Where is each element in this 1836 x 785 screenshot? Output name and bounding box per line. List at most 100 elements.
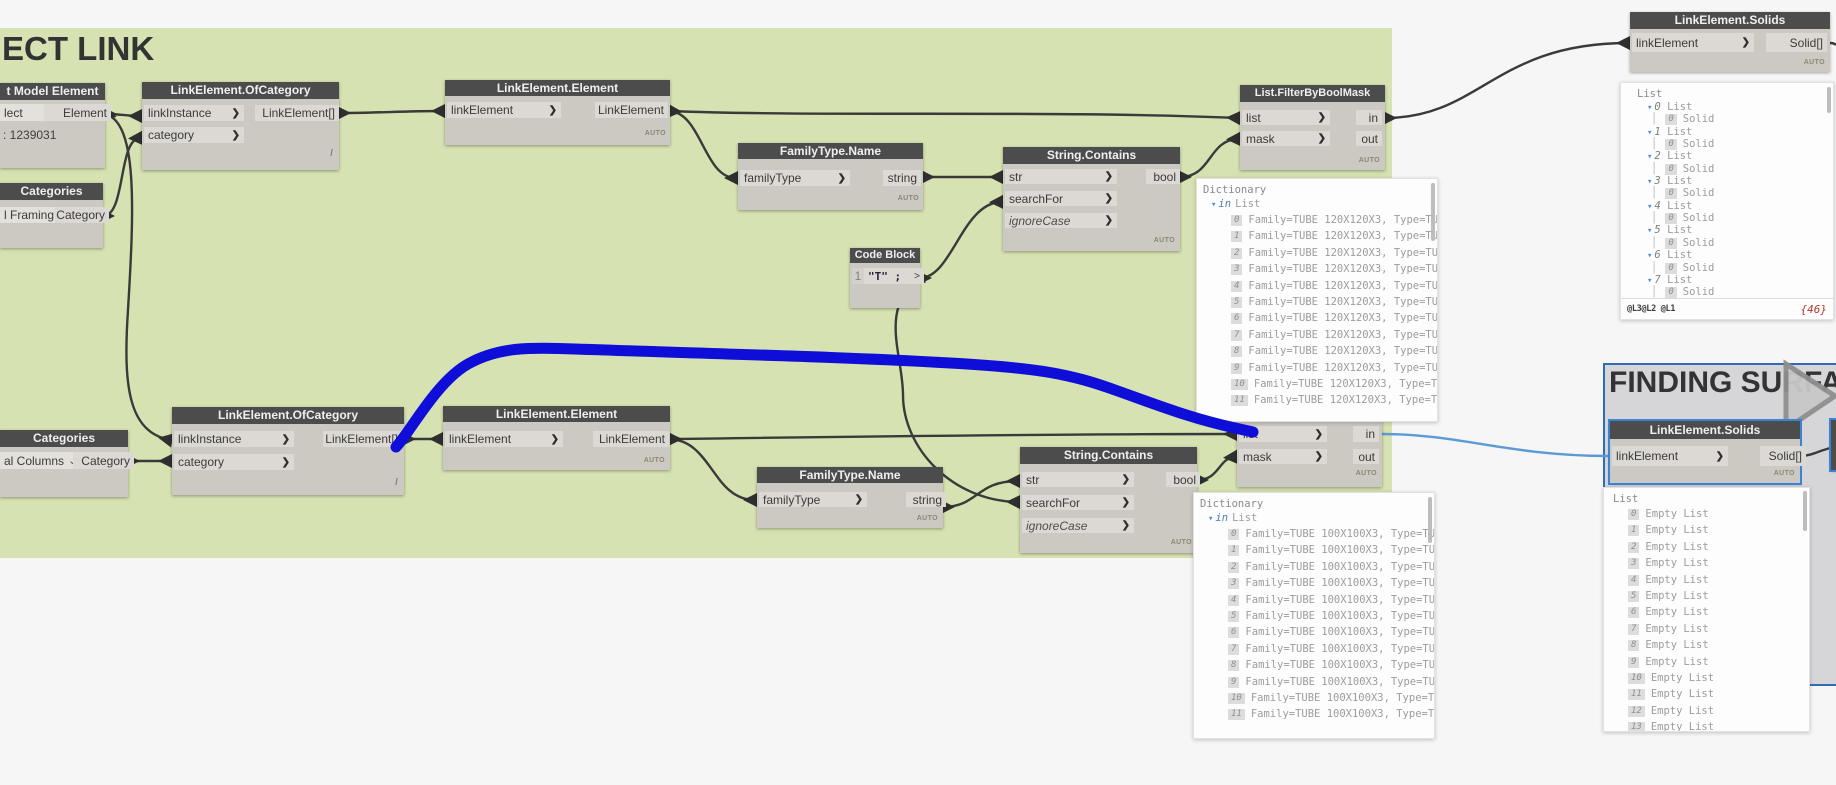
expander-icon[interactable] (1647, 126, 1654, 138)
port-output-in[interactable]: in (1356, 110, 1382, 125)
scrollbar-thumb[interactable] (1428, 497, 1432, 543)
port-output-bool[interactable]: bool (1166, 472, 1200, 487)
port-input-searchfor[interactable]: searchFor (1022, 495, 1134, 510)
node-linkelement-solids-top[interactable]: LinkElement.Solids linkElement Solid[] A… (1630, 12, 1830, 72)
node-title[interactable]: List.FilterByBoolMask (1240, 85, 1385, 102)
scrollbar-thumb[interactable] (1827, 87, 1831, 113)
expander-icon[interactable] (1208, 512, 1215, 524)
node-title[interactable]: String.Contains (1003, 147, 1180, 164)
port-input-mask[interactable]: mask (1239, 449, 1327, 464)
node-title[interactable]: LinkElement.OfCategory (172, 407, 404, 424)
port-output-out[interactable]: out (1356, 131, 1382, 146)
port-input-linkelement[interactable]: linkElement (447, 102, 561, 118)
port-output-string[interactable]: string (883, 170, 921, 186)
expander-icon[interactable] (1647, 200, 1654, 212)
expander-icon[interactable] (1647, 224, 1654, 236)
expander-icon[interactable] (1647, 101, 1654, 113)
node-familytype-name-top[interactable]: FamilyType.Name familyType string AUTO (738, 143, 923, 210)
port-input-list[interactable]: list (1239, 426, 1327, 442)
node-linkelement-solids-bottom[interactable]: LinkElement.Solids linkElement Solid[] A… (1608, 419, 1806, 485)
category-dropdown[interactable]: al Columns (0, 452, 76, 469)
expander-icon[interactable] (1647, 175, 1654, 187)
node-linkelement-ofcategory-bottom[interactable]: LinkElement.OfCategory linkInstance cate… (172, 407, 404, 495)
port-input-mask[interactable]: mask (1242, 131, 1330, 146)
index-badge: 0 (1665, 139, 1677, 151)
node-title[interactable]: LinkElement.Element (445, 80, 670, 96)
preview-empty-list[interactable]: List 0 Empty List 1 Empty List 2 Empty List… (1603, 487, 1810, 732)
code-editor[interactable]: "T" ; (864, 268, 906, 284)
node-select-model-element[interactable]: t Model Element lect Element : 1239031 (0, 83, 111, 168)
node-title[interactable]: LinkElement.OfCategory (142, 82, 339, 99)
port-input-str[interactable]: str (1005, 169, 1117, 184)
port-input-list[interactable]: list (1242, 110, 1330, 125)
node-title[interactable]: LinkElement.Solids (1610, 421, 1800, 439)
node-title[interactable]: FamilyType.Name (738, 143, 923, 159)
group-title-select-link[interactable]: ECT LINK (2, 30, 155, 67)
node-categories-bottom[interactable]: Categories al Columns Category (0, 430, 134, 497)
port-input-ignorecase[interactable]: ignoreCase (1005, 213, 1117, 228)
port-input-familytype[interactable]: familyType (759, 492, 867, 507)
port-input-category[interactable]: category (174, 454, 294, 470)
port-output-linkelement[interactable]: LinkElement (593, 431, 669, 447)
node-title[interactable]: t Model Element (0, 83, 105, 100)
port-input-linkinstance[interactable]: linkInstance (144, 105, 244, 121)
port-output-linkelement[interactable]: LinkElement (595, 102, 668, 118)
port-output-element[interactable]: Element (44, 104, 111, 121)
port-input-searchfor[interactable]: searchFor (1005, 191, 1117, 206)
node-title[interactable]: LinkElement.Solids (1630, 12, 1830, 29)
index-badge: 7 (1228, 643, 1240, 655)
expander-icon[interactable] (1647, 150, 1654, 162)
node-code-block[interactable]: Code Block 1 "T" ; > (850, 248, 924, 308)
scrollbar-thumb[interactable] (1803, 491, 1807, 531)
port-output-category[interactable]: Category (55, 207, 109, 223)
lacing-indicator[interactable]: I (330, 148, 333, 159)
port-output-bool[interactable]: bool (1146, 169, 1180, 184)
port-input-str[interactable]: str (1022, 472, 1134, 487)
node-categories-top[interactable]: Categories l Framing Category (0, 183, 109, 248)
expander-icon[interactable] (1647, 274, 1654, 286)
node-linkelement-element-bottom[interactable]: LinkElement.Element linkElement LinkElem… (443, 406, 670, 470)
node-cut-right-edge[interactable] (1829, 418, 1836, 472)
node-title[interactable]: FamilyType.Name (757, 467, 943, 483)
port-output-in[interactable]: in (1353, 426, 1379, 442)
port-output-linkelements[interactable]: LinkElement[] (255, 105, 339, 121)
port-output-category[interactable]: Category (73, 452, 134, 469)
port-output-linkelements[interactable]: LinkElement[] (323, 431, 402, 447)
port-input-linkelement[interactable]: linkElement (1632, 33, 1754, 52)
node-title[interactable]: Code Block (850, 248, 920, 263)
port-input-ignorecase[interactable]: ignoreCase (1022, 518, 1134, 533)
node-title[interactable]: Categories (0, 183, 103, 200)
port-output-solids[interactable]: Solid[] (1760, 446, 1806, 466)
node-string-contains-top[interactable]: String.Contains str searchFor ignoreCase… (1003, 147, 1180, 251)
group-title-finding-surfaces[interactable]: FINDING SURFAC (1609, 366, 1836, 399)
port-output-code[interactable]: > (902, 268, 924, 284)
select-button[interactable]: lect (0, 104, 46, 121)
node-title[interactable]: Categories (0, 430, 128, 447)
port-output-out[interactable]: out (1353, 449, 1379, 464)
port-input-linkinstance[interactable]: linkInstance (174, 431, 294, 447)
port-input-familytype[interactable]: familyType (740, 170, 850, 186)
node-linkelement-element-top[interactable]: LinkElement.Element linkElement LinkElem… (445, 80, 670, 145)
node-string-contains-bottom[interactable]: String.Contains str searchFor ignoreCase… (1020, 447, 1200, 553)
expander-icon[interactable] (1647, 249, 1654, 261)
port-output-solids[interactable]: Solid[] (1766, 33, 1827, 52)
port-input-linkelement[interactable]: linkElement (445, 431, 563, 447)
scrollbar-thumb[interactable] (1431, 183, 1435, 241)
expander-icon[interactable] (1211, 198, 1218, 210)
lacing-indicator[interactable]: I (395, 477, 398, 488)
node-list-filterbyboolmask-top[interactable]: List.FilterByBoolMask list mask in out A… (1240, 85, 1385, 170)
node-familytype-name-bottom[interactable]: FamilyType.Name familyType string AUTO (757, 467, 946, 528)
category-dropdown[interactable]: l Framing (0, 207, 60, 223)
list-levels[interactable]: @L3@L2 @L1 (1627, 304, 1676, 314)
port-input-category[interactable]: category (144, 127, 244, 143)
node-title[interactable]: LinkElement.Element (443, 406, 670, 422)
port-input-linkelement[interactable]: linkElement (1612, 446, 1728, 466)
port-output-string[interactable]: string (906, 492, 946, 507)
node-linkelement-ofcategory-top[interactable]: LinkElement.OfCategory linkInstance cate… (142, 82, 339, 170)
node-title[interactable]: String.Contains (1020, 447, 1197, 464)
